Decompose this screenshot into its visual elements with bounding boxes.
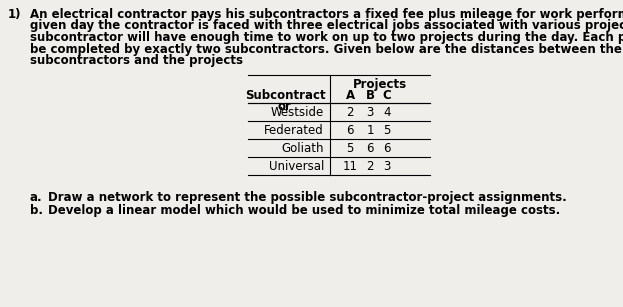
Text: b.: b. (30, 204, 43, 217)
Text: 6: 6 (346, 123, 354, 137)
Text: Subcontract: Subcontract (245, 89, 326, 102)
Text: An electrical contractor pays his subcontractors a fixed fee plus mileage for wo: An electrical contractor pays his subcon… (30, 8, 623, 21)
Text: B: B (366, 89, 374, 102)
Text: 6: 6 (366, 142, 374, 154)
Text: 1): 1) (8, 8, 22, 21)
Text: a.: a. (30, 191, 42, 204)
Text: Federated: Federated (264, 123, 324, 137)
Text: 3: 3 (366, 106, 374, 119)
Text: Westside: Westside (271, 106, 324, 119)
Text: 2: 2 (366, 160, 374, 173)
Text: 5: 5 (346, 142, 354, 154)
Text: 3: 3 (383, 160, 391, 173)
Text: Projects: Projects (353, 78, 407, 91)
Text: 5: 5 (383, 123, 391, 137)
Text: C: C (383, 89, 391, 102)
Text: Goliath: Goliath (282, 142, 324, 154)
Text: Develop a linear model which would be used to minimize total mileage costs.: Develop a linear model which would be us… (48, 204, 560, 217)
Text: given day the contractor is faced with three electrical jobs associated with var: given day the contractor is faced with t… (30, 20, 623, 33)
Text: 1: 1 (366, 123, 374, 137)
Text: A: A (345, 89, 354, 102)
Text: 6: 6 (383, 142, 391, 154)
Text: or: or (278, 100, 292, 113)
Text: 2: 2 (346, 106, 354, 119)
Text: be completed by exactly two subcontractors. Given below are the distances betwee: be completed by exactly two subcontracto… (30, 42, 622, 56)
Text: subcontractor will have enough time to work on up to two projects during the day: subcontractor will have enough time to w… (30, 31, 623, 44)
Text: 11: 11 (343, 160, 358, 173)
Text: Universal: Universal (269, 160, 324, 173)
Text: subcontractors and the projects: subcontractors and the projects (30, 54, 243, 67)
Text: 4: 4 (383, 106, 391, 119)
Text: Draw a network to represent the possible subcontractor-project assignments.: Draw a network to represent the possible… (48, 191, 567, 204)
